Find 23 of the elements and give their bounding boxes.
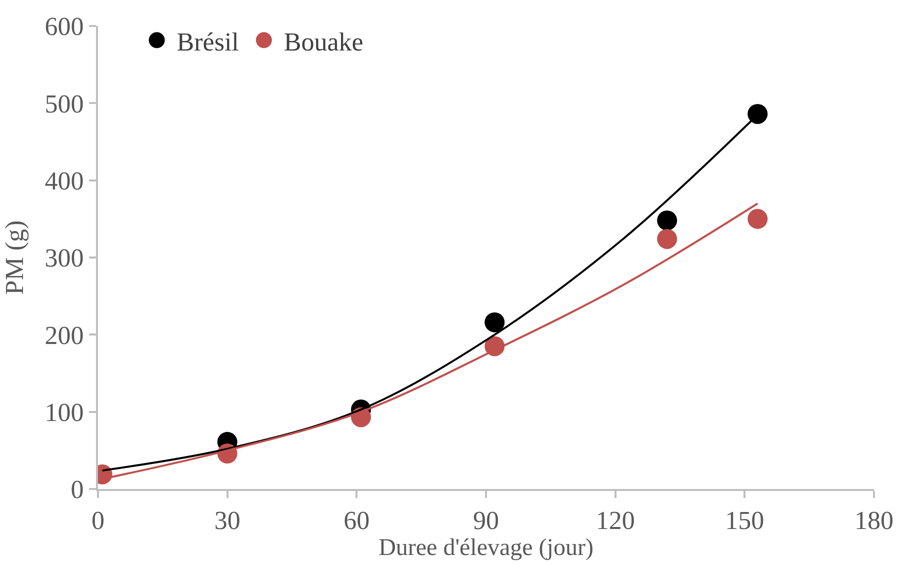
x-tick-label: 150 <box>725 506 764 536</box>
point <box>657 210 678 230</box>
x-tick-label: 30 <box>214 506 240 536</box>
y-tick-label: 500 <box>44 89 84 118</box>
point <box>748 104 768 124</box>
x-tick-label: 0 <box>92 506 104 536</box>
y-tick-label: 600 <box>44 12 84 42</box>
point <box>484 312 505 332</box>
y-tick-label: 300 <box>44 244 84 273</box>
x-tick-label: 120 <box>596 506 635 536</box>
point <box>657 228 678 249</box>
point <box>748 208 768 229</box>
x-tick-label: 60 <box>344 506 370 536</box>
legend-label: Bouake <box>284 27 364 56</box>
y-tick-label: 200 <box>44 320 84 350</box>
y-axis-title: PM (g) <box>0 220 29 295</box>
y-tick-label: 100 <box>44 398 84 427</box>
x-tick-label: 90 <box>473 506 499 536</box>
x-axis-title: Duree d'élevage (jour) <box>378 535 594 562</box>
legend-label: Brésil <box>176 27 239 56</box>
x-tick-label: 180 <box>854 506 894 536</box>
y-tick-label: 400 <box>44 166 84 196</box>
y-tick-label: 0 <box>70 475 84 504</box>
